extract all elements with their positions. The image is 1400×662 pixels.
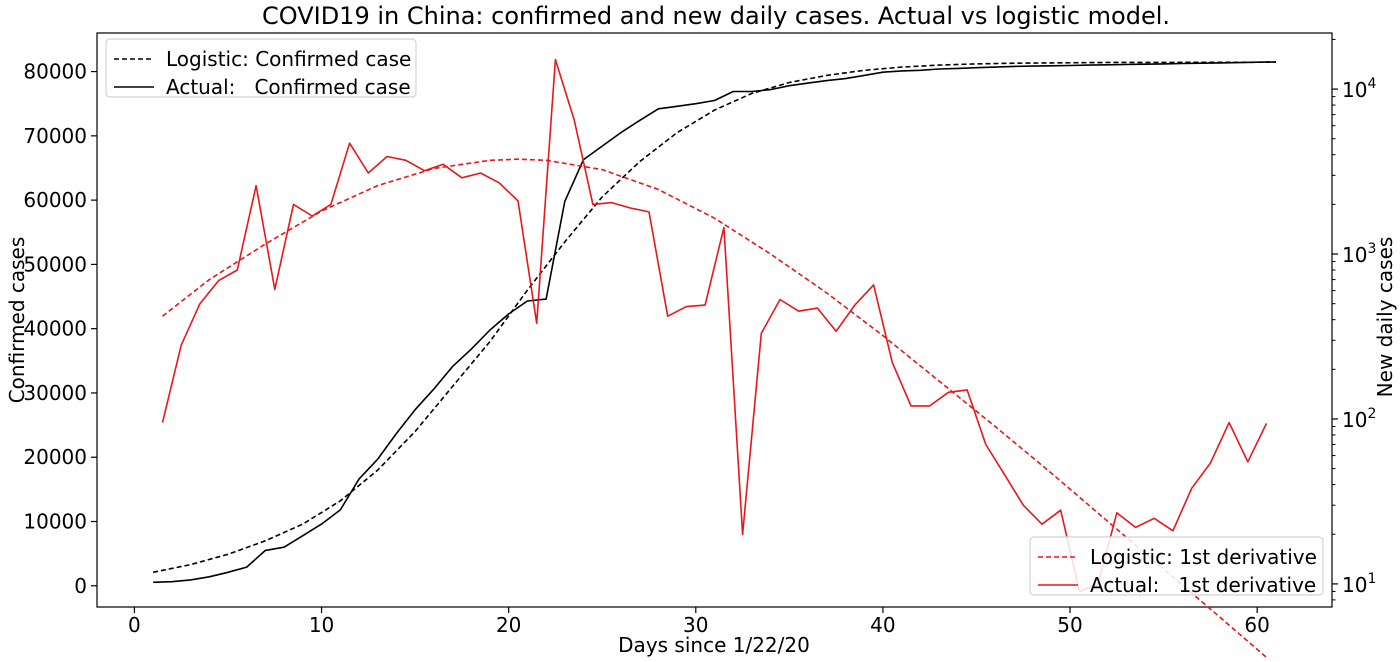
y2-tick-exponent: 1 xyxy=(1367,571,1376,587)
y2-tick-base: 10 xyxy=(1342,78,1367,102)
legend-label: Actual: 1st derivative xyxy=(1090,573,1316,597)
legend-label: Actual: Confirmed case xyxy=(166,75,411,99)
x-tick-label: 0 xyxy=(128,613,141,637)
y-axis-left-label: Confirmed cases xyxy=(5,237,29,404)
y-tick-label: 60000 xyxy=(23,188,87,212)
y2-tick-exponent: 4 xyxy=(1367,76,1376,92)
actual-confirmed-line xyxy=(153,61,1276,584)
y-tick-label: 40000 xyxy=(23,317,87,341)
x-tick-label: 10 xyxy=(309,613,334,637)
logistic-derivative-line xyxy=(162,158,1274,662)
y2-tick-label: 101 xyxy=(1342,571,1376,597)
y-tick-label: 80000 xyxy=(23,60,87,84)
logistic-confirmed-line xyxy=(152,61,1276,574)
legend-label: Logistic: 1st derivative xyxy=(1090,545,1317,569)
y2-tick-base: 10 xyxy=(1342,243,1367,267)
y-tick-label: 20000 xyxy=(23,445,87,469)
x-tick-label: 20 xyxy=(496,613,521,637)
y-axis-right-label: New daily cases xyxy=(1373,237,1397,398)
y2-tick-exponent: 2 xyxy=(1367,406,1376,422)
y2-tick-exponent: 3 xyxy=(1367,241,1376,257)
x-axis: 0 10 20 30 40 50 60 xyxy=(128,607,1270,637)
y-tick-label: 70000 xyxy=(23,124,87,148)
actual-derivative-line xyxy=(161,58,1268,593)
x-axis-label: Days since 1/22/20 xyxy=(618,633,810,657)
y-tick-label: 0 xyxy=(74,574,87,598)
x-tick-label: 30 xyxy=(683,613,708,637)
legend-right: Logistic: 1st derivative Actual: 1st deri… xyxy=(1029,536,1324,597)
legend-left: Logistic: Confirmed case Actual: Confirme… xyxy=(105,38,417,99)
x-tick-label: 50 xyxy=(1057,613,1082,637)
legend-box xyxy=(1029,536,1324,596)
y-tick-label: 10000 xyxy=(23,510,87,534)
y2-tick-label: 104 xyxy=(1342,76,1376,102)
y-axis-left: 0 10000 20000 30000 40000 50000 60000 70000 8000… xyxy=(23,60,97,598)
plot-frame xyxy=(96,32,1333,608)
legend-label: Logistic: Confirmed case xyxy=(166,47,411,71)
y-tick-label: 50000 xyxy=(23,252,87,276)
y2-tick-base: 10 xyxy=(1342,573,1367,597)
y2-tick-base: 10 xyxy=(1342,408,1367,432)
plot-border xyxy=(96,32,1333,608)
x-tick-label: 40 xyxy=(870,613,895,637)
chart-title: COVID19 in China: confirmed and new dail… xyxy=(262,2,1170,30)
y2-tick-label: 103 xyxy=(1342,241,1376,267)
y2-tick-label: 102 xyxy=(1342,406,1376,432)
legend-box xyxy=(105,38,417,98)
y-tick-label: 30000 xyxy=(23,381,87,405)
x-tick-label: 60 xyxy=(1244,613,1269,637)
